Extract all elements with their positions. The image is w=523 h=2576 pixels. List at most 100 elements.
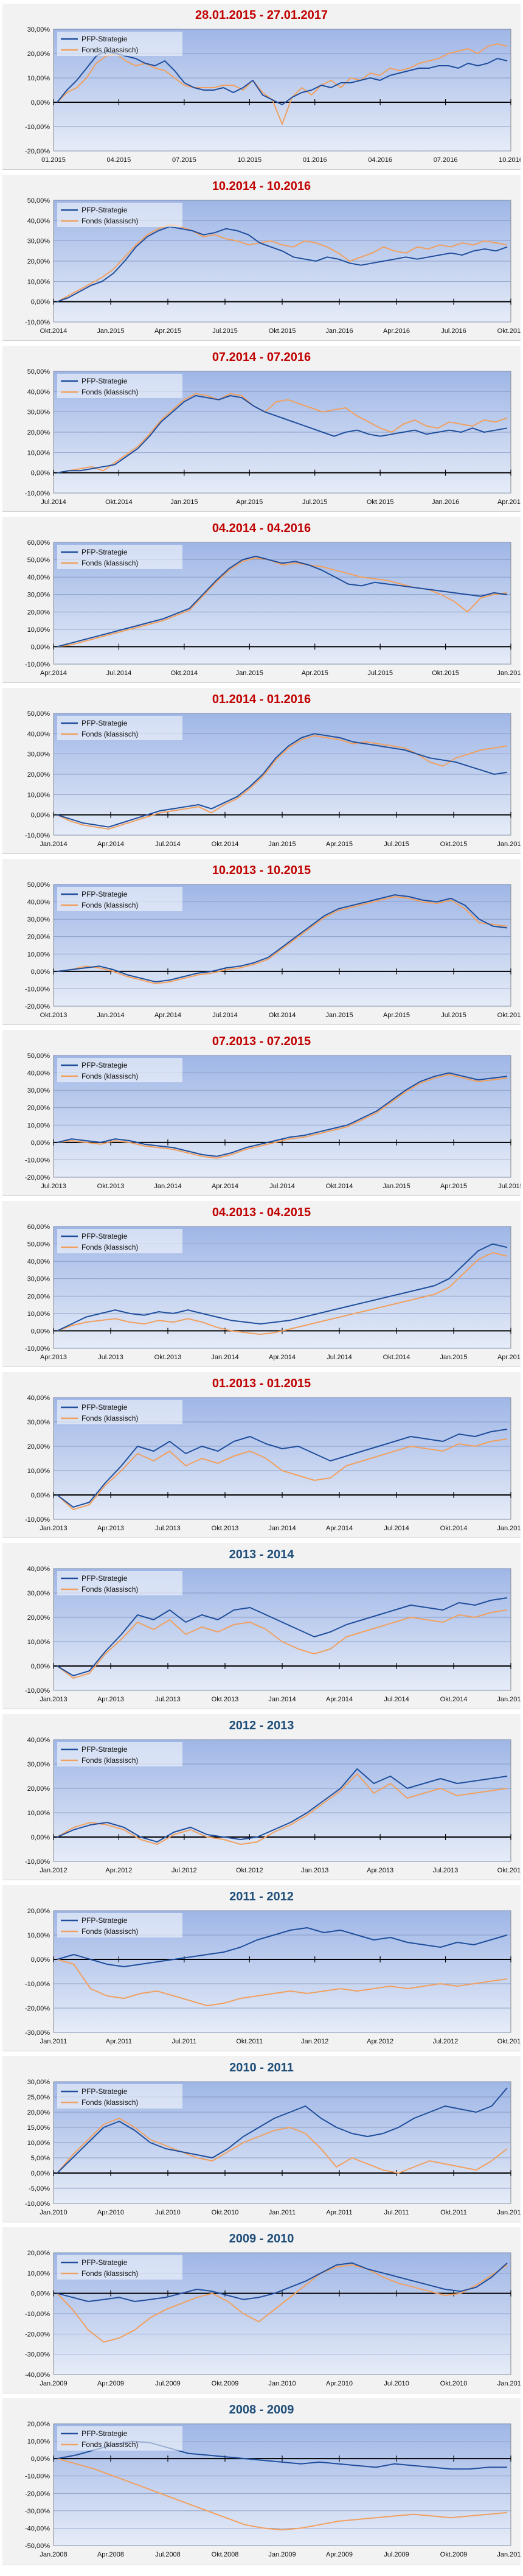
chart-panel: 07.2014 - 07.2016 50,00% 40,00% 30,00% 20,00… — [2, 346, 521, 512]
line-chart: 30,00% 25,00% 20,00% 15,00% 10,00% 5,00% 0,00%… — [25, 2079, 521, 2216]
legend-label: PFP-Strategie — [81, 2087, 128, 2096]
x-tick-label: Jan.2012 — [40, 1867, 67, 1874]
chart-title: 2008 - 2009 — [229, 2403, 294, 2417]
y-tick-label: 10,00% — [27, 1468, 50, 1475]
legend-label: PFP-Strategie — [81, 206, 128, 214]
y-tick-label: 50,00% — [27, 1052, 50, 1060]
legend-box — [57, 545, 182, 569]
x-tick-label: Okt.2015 — [432, 670, 459, 677]
x-tick-label: Jul.2014 — [41, 499, 66, 506]
x-tick-label: Apr.2012 — [105, 1867, 132, 1874]
y-tick-label: -10,00% — [25, 1157, 50, 1164]
series-line-fonds-klassisch — [57, 43, 508, 125]
y-tick-label: 0,00% — [31, 1834, 50, 1841]
x-tick-label: Jul.2014 — [327, 1354, 352, 1361]
y-tick-label: 30,00% — [27, 1087, 50, 1094]
legend: PFP-Strategie Fonds (klassisch) — [57, 887, 182, 911]
y-tick-label: 40,00% — [27, 388, 50, 396]
x-tick-label: Okt.2013 — [212, 1696, 239, 1703]
chart-panel: 10.2014 - 10.2016 50,00% 40,00% 30,00% 20,00… — [2, 175, 521, 341]
legend-label: Fonds (klassisch) — [81, 1243, 138, 1251]
y-tick-label: 10,00% — [27, 1639, 50, 1646]
x-tick-label: Jan.2015 — [97, 327, 124, 335]
y-tick-label: 20,00% — [27, 934, 50, 941]
legend: PFP-Strategie Fonds (klassisch) — [57, 374, 182, 398]
chart-title: 07.2013 - 07.2015 — [212, 1035, 311, 1048]
x-tick-label: Jan.2014 — [211, 1354, 238, 1361]
series-line-fonds-klassisch — [57, 1959, 508, 2006]
x-tick-label: Okt.2009 — [212, 2380, 239, 2387]
legend: PFP-Strategie Fonds (klassisch) — [57, 1571, 182, 1595]
x-tick-label: 10.2016 — [499, 156, 521, 164]
y-tick-label: 10,00% — [27, 951, 50, 958]
y-tick-label: 0,00% — [31, 1663, 50, 1670]
x-tick-label: Apr.2011 — [326, 2209, 352, 2216]
chart-panel: 2011 - 2012 20,00% 10,00% 0,00% -10,00% -20,0… — [2, 1885, 521, 2051]
x-tick-label: Okt.2009 — [440, 2551, 468, 2558]
x-tick-label: Okt.2011 — [440, 2209, 467, 2216]
legend-box — [57, 32, 182, 56]
x-tick-label: Apr.2014 — [212, 1183, 238, 1190]
legend: PFP-Strategie Fonds (klassisch) — [57, 1742, 182, 1766]
y-tick-label: 20,00% — [27, 609, 50, 616]
line-chart: 60,00% 50,00% 40,00% 30,00% 20,00% 10,00% 0,00… — [25, 539, 521, 677]
chart-title: 10.2014 - 10.2016 — [212, 180, 311, 193]
series-line-fonds-klassisch — [57, 393, 508, 474]
legend: PFP-Strategie Fonds (klassisch) — [57, 1229, 182, 1253]
legend-label: PFP-Strategie — [81, 1574, 128, 1583]
chart-panel: 01.2014 - 01.2016 50,00% 40,00% 30,00% 20,00… — [2, 688, 521, 854]
series-line-fonds-klassisch — [57, 1074, 508, 1159]
y-tick-label: 50,00% — [27, 1241, 50, 1248]
legend-label: Fonds (klassisch) — [81, 1756, 138, 1765]
x-tick-label: Jan.2015 — [268, 841, 296, 848]
x-tick-label: 01.2016 — [303, 156, 327, 164]
series-line-pfp-strategie — [57, 2087, 508, 2174]
x-tick-label: Jul.2013 — [41, 1183, 66, 1190]
x-tick-label: Jan.2016 — [325, 327, 353, 335]
y-tick-label: 0,00% — [31, 299, 50, 306]
y-tick-label: 10,00% — [27, 626, 50, 634]
x-tick-label: Jul.2012 — [171, 1867, 197, 1874]
legend-label: Fonds (klassisch) — [81, 901, 138, 909]
x-tick-label: Jan.2015 — [497, 1525, 521, 1532]
y-tick-label: 0,00% — [31, 1139, 50, 1147]
y-tick-label: -10,00% — [25, 1687, 50, 1695]
x-tick-label: 07.2015 — [172, 156, 196, 164]
x-tick-label: Apr.2014 — [326, 1525, 353, 1532]
x-tick-label: Okt.2013 — [212, 1525, 239, 1532]
y-tick-label: 20,00% — [27, 1908, 50, 1915]
x-tick-label: Apr.2010 — [326, 2380, 353, 2387]
chart-panel: 10.2013 - 10.2015 50,00% 40,00% 30,00% 20,00… — [2, 859, 521, 1025]
line-chart: 40,00%30,00%20,00%10,00%0,00%-10,00%Jan.… — [25, 1566, 521, 1703]
legend-label: Fonds (klassisch) — [81, 1072, 138, 1080]
x-tick-label: Apr.2013 — [40, 1354, 67, 1361]
line-chart: 60,00% 50,00% 40,00% 30,00% 20,00% 10,00% 0,00… — [25, 1223, 521, 1361]
x-tick-label: Jul.2015 — [498, 1183, 521, 1190]
legend-box — [57, 1913, 182, 1937]
y-tick-label: 40,00% — [27, 899, 50, 906]
legend-box — [57, 1571, 182, 1595]
y-tick-label: 0,00% — [31, 968, 50, 976]
legend-label: Fonds (klassisch) — [81, 2440, 138, 2449]
series-line-pfp-strategie — [57, 555, 508, 648]
y-tick-label: 0,00% — [31, 2170, 50, 2177]
series-line-fonds-klassisch — [57, 224, 508, 303]
x-tick-label: Apr.2013 — [97, 1525, 124, 1532]
y-tick-label: 10,00% — [27, 2438, 50, 2446]
x-tick-label: Apr.2010 — [97, 2209, 124, 2216]
chart-title: 2011 - 2012 — [229, 1890, 294, 1903]
x-tick-label: Apr.2015 — [440, 1183, 467, 1190]
series-line-pfp-strategie — [57, 395, 508, 474]
x-tick-label: Okt.2012 — [236, 1867, 263, 1874]
y-tick-label: -20,00% — [25, 2490, 50, 2497]
x-tick-label: Okt.2014 — [440, 1525, 468, 1532]
legend-label: PFP-Strategie — [81, 1916, 128, 1925]
x-tick-label: Jul.2015 — [441, 1012, 466, 1019]
series-line-pfp-strategie — [57, 894, 508, 982]
y-tick-label: 15,00% — [27, 2124, 50, 2132]
y-tick-label: 40,00% — [27, 1395, 50, 1402]
y-tick-label: 25,00% — [27, 2094, 50, 2101]
legend: PFP-Strategie Fonds (klassisch) — [57, 32, 182, 56]
legend-box — [57, 203, 182, 227]
y-tick-label: -20,00% — [25, 2331, 50, 2338]
